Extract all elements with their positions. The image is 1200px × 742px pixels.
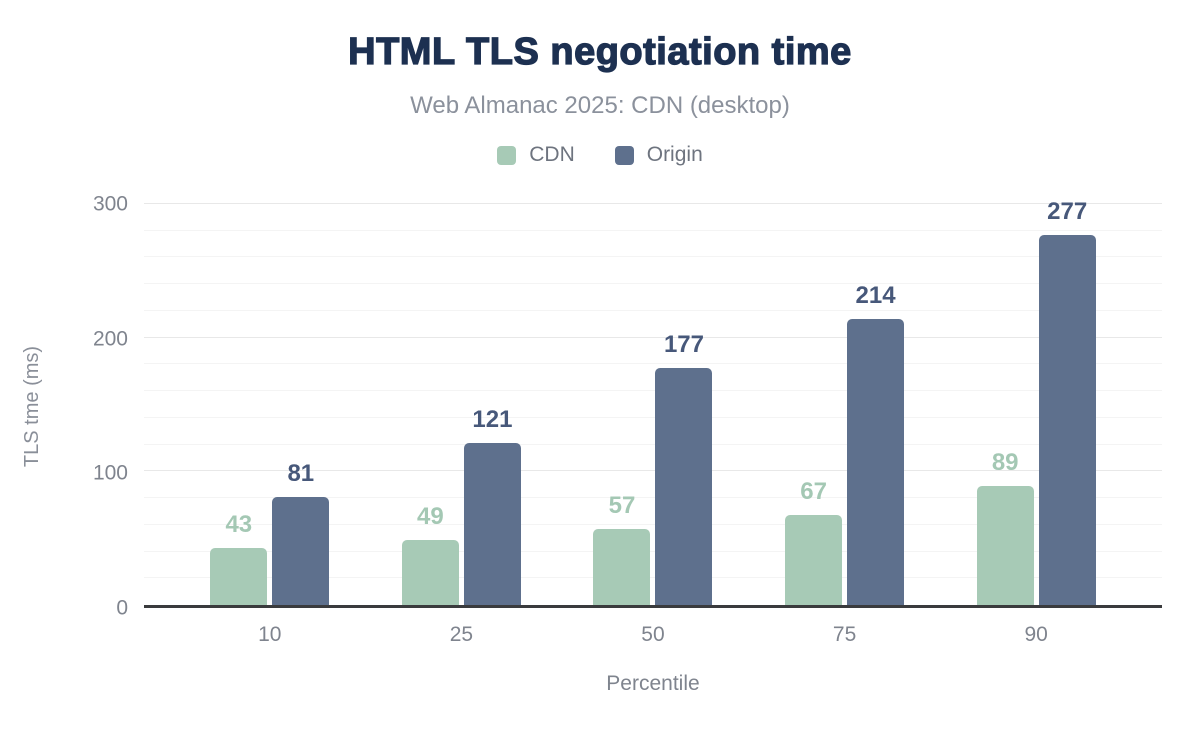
y-tick-label: 0: [116, 596, 128, 620]
bar-value-label: 49: [417, 502, 444, 530]
plot-area: 43 81 49 121 57 177 67 214 89 277: [144, 198, 1162, 608]
bar-value-label: 121: [472, 406, 513, 434]
bar-group-p75: 67 214: [749, 204, 941, 605]
bar-value-label: 81: [287, 459, 315, 487]
bar-cdn-p25[interactable]: 49: [401, 503, 459, 605]
bar-cdn-p50[interactable]: 57: [593, 492, 651, 605]
x-axis-title: Percentile: [606, 672, 700, 695]
gridline-major: [144, 336, 1162, 338]
gridline-minor: [144, 309, 1162, 311]
bar-chart: TLS tme (ms) 0 100 200 300 43 81 49 121 57 177 67…: [0, 194, 1200, 696]
bar-value-label: 214: [855, 281, 896, 309]
legend-item-cdn[interactable]: CDN: [497, 143, 575, 167]
bar-group-p90: 89 277: [940, 198, 1132, 605]
bar-value-label: 43: [225, 510, 253, 538]
bar-cdn-p75[interactable]: 67: [785, 478, 843, 605]
x-axis-ticks: 10 25 50 75 90: [144, 608, 1162, 647]
legend-item-origin[interactable]: Origin: [614, 143, 703, 167]
bar-value-label: 57: [608, 491, 636, 519]
legend: CDN Origin: [0, 142, 1200, 168]
bar-group-p50: 57 177: [557, 204, 749, 605]
bar-origin-p90[interactable]: 277: [1038, 198, 1096, 605]
chart-subtitle: Web Almanac 2025: CDN (desktop): [410, 92, 790, 119]
bar-cdn-p90[interactable]: 89: [976, 449, 1034, 605]
y-tick-label: 200: [92, 327, 128, 351]
gridline-major: [144, 470, 1162, 472]
y-tick-label: 100: [92, 461, 128, 485]
legend-label: CDN: [529, 143, 575, 166]
bars-layer: 43 81 49 121 57 177 67 214 89 277: [144, 198, 1162, 605]
x-tick-label: 75: [832, 623, 857, 646]
gridline-minor: [144, 256, 1162, 258]
gridline-minor: [144, 497, 1162, 499]
gridline-major: [144, 203, 1162, 204]
bar-value-label: 177: [663, 331, 705, 359]
bar-group-p10: 43 81: [174, 204, 366, 605]
chart-title: HTML TLS negotiation time: [348, 30, 852, 73]
legend-label: Origin: [646, 143, 703, 166]
gridline-minor: [144, 283, 1162, 285]
legend-swatch-cdn: [497, 145, 517, 165]
bar-origin-p50[interactable]: 177: [655, 331, 713, 605]
gridline-minor: [144, 550, 1162, 552]
bar-value-label: 67: [800, 478, 827, 506]
gridline-minor: [144, 443, 1162, 445]
x-tick-label: 50: [641, 623, 665, 646]
bar-origin-p10[interactable]: 81: [272, 460, 330, 605]
bar-origin-p75[interactable]: 214: [847, 282, 905, 605]
gridline-minor: [144, 363, 1162, 365]
bar-cdn-p10[interactable]: 43: [210, 511, 268, 605]
gridline-minor: [144, 390, 1162, 392]
y-axis-title-text: TLS tme (ms): [21, 345, 44, 467]
y-tick-label: 300: [92, 192, 128, 216]
gridline-minor: [144, 229, 1162, 231]
x-tick-label: 10: [258, 623, 282, 646]
bar-group-p25: 49 121: [366, 204, 558, 605]
gridline-minor: [144, 577, 1162, 579]
bar-value-label: 277: [1047, 197, 1088, 225]
bar-value-label: 89: [991, 449, 1019, 477]
x-tick-label: 25: [449, 623, 474, 646]
bar-origin-p25[interactable]: 121: [463, 406, 521, 605]
legend-swatch-origin: [614, 145, 634, 165]
gridline-minor: [144, 523, 1162, 525]
y-axis-title: TLS tme (ms): [0, 204, 66, 608]
x-tick-label: 90: [1024, 623, 1048, 646]
y-axis-ticks: 0 100 200 300: [66, 194, 144, 619]
gridline-minor: [144, 416, 1162, 418]
